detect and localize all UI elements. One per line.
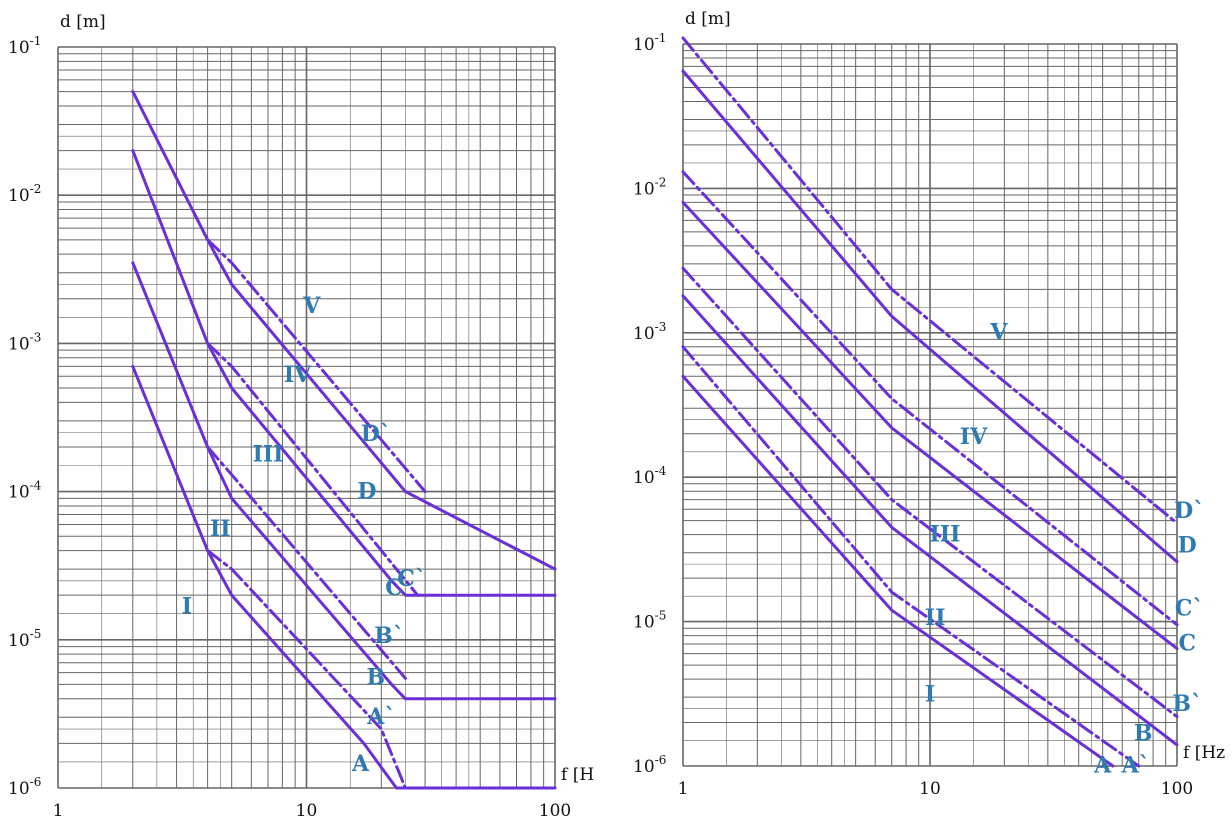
x-tick-label: 100 bbox=[539, 801, 571, 821]
curve-label: V bbox=[989, 319, 1008, 345]
series-line-C-prime bbox=[681, 170, 1179, 627]
series-line-B-prime bbox=[206, 445, 407, 680]
curve-label: D bbox=[357, 478, 376, 504]
series-line-A bbox=[131, 364, 557, 790]
y-tick-label: 10-3 bbox=[8, 330, 41, 354]
y-tick-label: 10-1 bbox=[633, 31, 666, 55]
x-tick-label: 1 bbox=[678, 779, 689, 799]
y-tick-label: 10-2 bbox=[8, 182, 41, 206]
series-line-D bbox=[681, 69, 1179, 564]
left-y-axis-label: d [m] bbox=[60, 12, 106, 32]
series-line-D-prime bbox=[681, 36, 1179, 525]
series-line-B bbox=[681, 294, 1179, 747]
curve-label: III bbox=[930, 521, 961, 547]
series-line-C-prime bbox=[206, 341, 420, 597]
curve-label: IV bbox=[284, 362, 312, 388]
series-line-A bbox=[681, 374, 1115, 768]
y-tick-label: 10-6 bbox=[8, 775, 41, 799]
series-line-B bbox=[131, 261, 557, 701]
curve-label: C` bbox=[1175, 596, 1204, 622]
series-line-B-prime bbox=[681, 266, 1179, 719]
series-line-D bbox=[131, 90, 557, 571]
curve-label: C bbox=[385, 575, 403, 601]
curve-label: A bbox=[351, 751, 370, 777]
series-line-A-prime bbox=[206, 549, 407, 790]
series-line-A-prime bbox=[681, 345, 1141, 768]
curve-label: D bbox=[1178, 533, 1197, 559]
curve-label: I bbox=[182, 594, 192, 620]
curve-label: B` bbox=[374, 623, 404, 649]
curve-label: B` bbox=[1172, 691, 1202, 717]
x-tick-label: 10 bbox=[919, 779, 941, 799]
y-tick-label: 10-1 bbox=[8, 34, 41, 58]
x-tick-label: 1 bbox=[53, 801, 64, 821]
curve-label: I bbox=[925, 681, 935, 707]
curve-label: A` bbox=[366, 704, 395, 730]
y-tick-label: 10-4 bbox=[633, 464, 667, 488]
y-tick-label: 10-5 bbox=[633, 609, 666, 633]
right-chart: d [m] f [Hz 1 10 100 10-6 10-5 10-4 10-3 10-2 10… bbox=[633, 9, 1225, 799]
curve-label: D` bbox=[1174, 498, 1204, 524]
curve-label: B bbox=[366, 664, 385, 690]
y-tick-label: 10-6 bbox=[633, 753, 666, 777]
left-chart: d [m] f [H 1 10 100 10-6 10-5 10-4 10-3 10-2 10-… bbox=[8, 12, 594, 821]
curve-label: II bbox=[925, 605, 946, 631]
curve-label: II bbox=[210, 516, 231, 542]
grid bbox=[57, 46, 556, 789]
series-line-C bbox=[131, 149, 557, 597]
x-tick-label: 100 bbox=[1161, 779, 1193, 799]
curve-label: B bbox=[1134, 721, 1153, 747]
grid bbox=[682, 43, 1178, 767]
curve-label: A` bbox=[1121, 753, 1150, 779]
right-x-axis-label: f [Hz bbox=[1183, 743, 1225, 763]
curve-label: A bbox=[1093, 753, 1112, 779]
left-x-axis-label: f [H bbox=[561, 765, 594, 785]
curve-label: D` bbox=[361, 421, 391, 447]
curve-label: C` bbox=[397, 566, 426, 592]
right-y-axis-label: d [m] bbox=[685, 9, 731, 29]
series-line-D-prime bbox=[206, 238, 427, 494]
y-tick-label: 10-4 bbox=[8, 479, 42, 503]
curve-label: V bbox=[302, 293, 321, 319]
curve-label: III bbox=[253, 441, 284, 467]
y-tick-label: 10-5 bbox=[8, 627, 41, 651]
x-tick-label: 10 bbox=[296, 801, 318, 821]
curve-label: IV bbox=[960, 424, 988, 450]
y-tick-label: 10-2 bbox=[633, 175, 666, 199]
curve-label: C bbox=[1178, 631, 1196, 657]
series-line-C bbox=[681, 200, 1179, 651]
y-tick-label: 10-3 bbox=[633, 320, 666, 344]
